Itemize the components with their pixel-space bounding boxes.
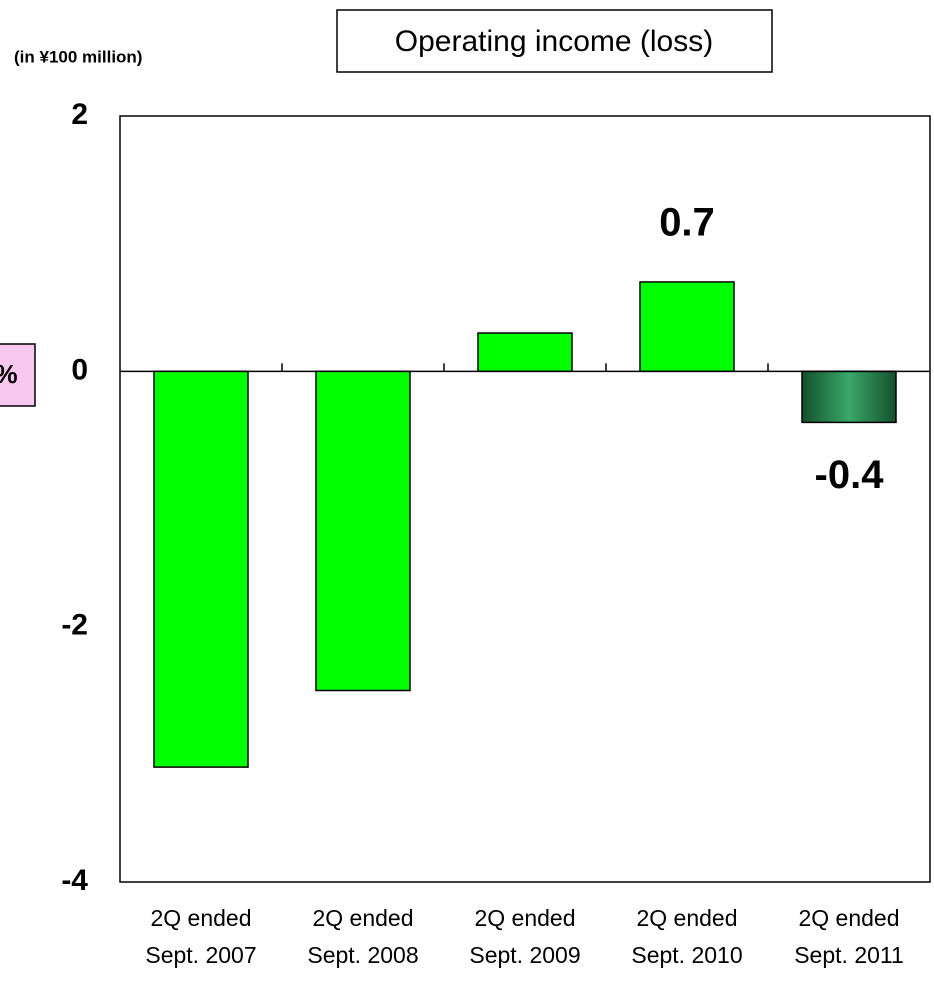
- bar: [153, 370, 249, 768]
- x-tick-label: 2Q ended: [150, 905, 251, 931]
- x-tick-label: 2Q ended: [798, 905, 899, 931]
- y-tick-label: -2: [61, 609, 88, 642]
- x-tick-label: 2Q ended: [474, 905, 575, 931]
- bar: [477, 332, 573, 373]
- title-box: [336, 9, 773, 73]
- bar: [801, 370, 897, 424]
- chart-title: Operating income (loss): [395, 25, 713, 58]
- x-tick-label: Sept. 2008: [307, 942, 418, 968]
- x-tick-label: 2Q ended: [312, 905, 413, 931]
- y-tick-label: 2: [71, 98, 88, 131]
- x-tick-label: Sept. 2009: [469, 942, 580, 968]
- data-label: 0.7: [659, 201, 715, 245]
- y-tick-label: -4: [61, 864, 88, 897]
- unit-label: (in ¥100 million): [14, 47, 142, 66]
- bar: [639, 281, 735, 373]
- bar: [315, 370, 411, 692]
- x-tick-label: Sept. 2007: [145, 942, 256, 968]
- plot-frame: [119, 115, 931, 883]
- side-label-box: [0, 343, 36, 407]
- side-label: %: [0, 359, 18, 389]
- x-tick-label: 2Q ended: [636, 905, 737, 931]
- y-tick-label: 0: [71, 353, 88, 386]
- x-tick-label: Sept. 2011: [794, 942, 904, 968]
- data-label: -0.4: [815, 453, 885, 497]
- x-tick-label: Sept. 2010: [631, 942, 742, 968]
